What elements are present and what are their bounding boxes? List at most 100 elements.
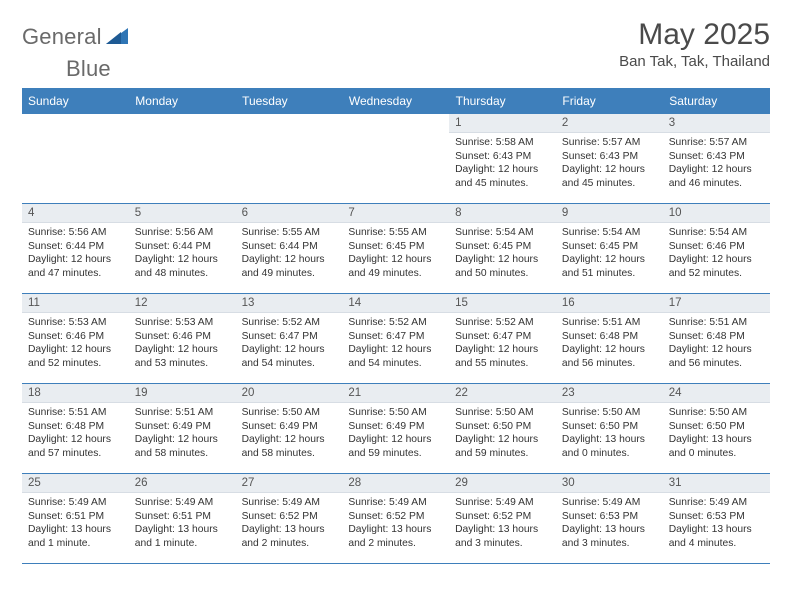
calendar-day-cell: 6Sunrise: 5:55 AMSunset: 6:44 PMDaylight… xyxy=(236,204,343,294)
calendar-day-cell: 14Sunrise: 5:52 AMSunset: 6:47 PMDayligh… xyxy=(342,294,449,384)
day-details: Sunrise: 5:53 AMSunset: 6:46 PMDaylight:… xyxy=(22,313,129,374)
daylight-line: Daylight: 12 hours and 45 minutes. xyxy=(562,163,657,190)
sunset-line: Sunset: 6:47 PM xyxy=(455,330,550,344)
sunrise-line: Sunrise: 5:56 AM xyxy=(28,226,123,240)
sunrise-line: Sunrise: 5:57 AM xyxy=(669,136,764,150)
day-details: Sunrise: 5:49 AMSunset: 6:53 PMDaylight:… xyxy=(663,493,770,554)
calendar-day-cell: 15Sunrise: 5:52 AMSunset: 6:47 PMDayligh… xyxy=(449,294,556,384)
day-details: Sunrise: 5:51 AMSunset: 6:48 PMDaylight:… xyxy=(663,313,770,374)
daylight-line: Daylight: 12 hours and 51 minutes. xyxy=(562,253,657,280)
day-number: 9 xyxy=(556,204,663,223)
day-number: 25 xyxy=(22,474,129,493)
day-details: Sunrise: 5:55 AMSunset: 6:44 PMDaylight:… xyxy=(236,223,343,284)
sunrise-line: Sunrise: 5:53 AM xyxy=(28,316,123,330)
calendar-day-cell: 28Sunrise: 5:49 AMSunset: 6:52 PMDayligh… xyxy=(342,474,449,564)
calendar-day-cell: 25Sunrise: 5:49 AMSunset: 6:51 PMDayligh… xyxy=(22,474,129,564)
sunset-line: Sunset: 6:43 PM xyxy=(562,150,657,164)
sunset-line: Sunset: 6:52 PM xyxy=(455,510,550,524)
calendar-day-cell: 17Sunrise: 5:51 AMSunset: 6:48 PMDayligh… xyxy=(663,294,770,384)
sunrise-line: Sunrise: 5:56 AM xyxy=(135,226,230,240)
day-number: 11 xyxy=(22,294,129,313)
day-number: 26 xyxy=(129,474,236,493)
sunset-line: Sunset: 6:46 PM xyxy=(28,330,123,344)
sunrise-line: Sunrise: 5:51 AM xyxy=(28,406,123,420)
calendar-table: Sunday Monday Tuesday Wednesday Thursday… xyxy=(22,88,770,564)
daylight-line: Daylight: 13 hours and 4 minutes. xyxy=(669,523,764,550)
day-number: 7 xyxy=(342,204,449,223)
day-details: Sunrise: 5:50 AMSunset: 6:50 PMDaylight:… xyxy=(556,403,663,464)
sunset-line: Sunset: 6:44 PM xyxy=(135,240,230,254)
day-details: Sunrise: 5:49 AMSunset: 6:52 PMDaylight:… xyxy=(449,493,556,554)
sunrise-line: Sunrise: 5:55 AM xyxy=(242,226,337,240)
daylight-line: Daylight: 13 hours and 2 minutes. xyxy=(348,523,443,550)
day-number: 20 xyxy=(236,384,343,403)
day-details: Sunrise: 5:50 AMSunset: 6:50 PMDaylight:… xyxy=(663,403,770,464)
month-title: May 2025 xyxy=(619,18,770,51)
day-details: Sunrise: 5:58 AMSunset: 6:43 PMDaylight:… xyxy=(449,133,556,194)
sunrise-line: Sunrise: 5:49 AM xyxy=(669,496,764,510)
day-number: 6 xyxy=(236,204,343,223)
calendar-page: General May 2025 Ban Tak, Tak, Thailand … xyxy=(0,0,792,582)
sunset-line: Sunset: 6:48 PM xyxy=(562,330,657,344)
sunrise-line: Sunrise: 5:52 AM xyxy=(242,316,337,330)
day-details: Sunrise: 5:53 AMSunset: 6:46 PMDaylight:… xyxy=(129,313,236,374)
daylight-line: Daylight: 13 hours and 1 minute. xyxy=(28,523,123,550)
day-number: 8 xyxy=(449,204,556,223)
sunset-line: Sunset: 6:53 PM xyxy=(562,510,657,524)
day-number: 17 xyxy=(663,294,770,313)
day-number: 28 xyxy=(342,474,449,493)
sunrise-line: Sunrise: 5:49 AM xyxy=(562,496,657,510)
calendar-day-cell: 22 Sunrise: 5:50 AMSunset: 6:50 PMDayligh… xyxy=(449,384,556,474)
calendar-week-row: 4Sunrise: 5:56 AMSunset: 6:44 PMDaylight… xyxy=(22,204,770,294)
sunset-line: Sunset: 6:52 PM xyxy=(348,510,443,524)
calendar-day-cell: 8Sunrise: 5:54 AMSunset: 6:45 PMDaylight… xyxy=(449,204,556,294)
daylight-line: Daylight: 12 hours and 45 minutes. xyxy=(455,163,550,190)
sunset-line: Sunset: 6:47 PM xyxy=(242,330,337,344)
calendar-day-cell: 2Sunrise: 5:57 AMSunset: 6:43 PMDaylight… xyxy=(556,114,663,204)
day-details: Sunrise: 5:56 AMSunset: 6:44 PMDaylight:… xyxy=(129,223,236,284)
location-text: Ban Tak, Tak, Thailand xyxy=(619,53,770,70)
day-details: Sunrise: 5:55 AMSunset: 6:45 PMDaylight:… xyxy=(342,223,449,284)
day-number: 4 xyxy=(22,204,129,223)
sunset-line: Sunset: 6:44 PM xyxy=(28,240,123,254)
calendar-week-row: 18Sunrise: 5:51 AMSunset: 6:48 PMDayligh… xyxy=(22,384,770,474)
sunset-line: Sunset: 6:43 PM xyxy=(669,150,764,164)
day-number: 24 xyxy=(663,384,770,403)
calendar-day-cell: 21Sunrise: 5:50 AMSunset: 6:49 PMDayligh… xyxy=(342,384,449,474)
calendar-day-cell: 4Sunrise: 5:56 AMSunset: 6:44 PMDaylight… xyxy=(22,204,129,294)
brand-triangle-icon xyxy=(106,26,128,49)
sunrise-line: Sunrise: 5:50 AM xyxy=(242,406,337,420)
weekday-header: Wednesday xyxy=(342,89,449,114)
day-number: 1 xyxy=(449,114,556,133)
daylight-line: Daylight: 12 hours and 56 minutes. xyxy=(562,343,657,370)
sunrise-line: Sunrise: 5:51 AM xyxy=(562,316,657,330)
sunset-line: Sunset: 6:43 PM xyxy=(455,150,550,164)
sunrise-line: Sunrise: 5:49 AM xyxy=(455,496,550,510)
sunrise-line: Sunrise: 5:50 AM xyxy=(455,406,550,420)
day-details: Sunrise: 5:49 AMSunset: 6:51 PMDaylight:… xyxy=(22,493,129,554)
calendar-day-cell: 26Sunrise: 5:49 AMSunset: 6:51 PMDayligh… xyxy=(129,474,236,564)
daylight-line: Daylight: 12 hours and 50 minutes. xyxy=(455,253,550,280)
calendar-day-cell: 24Sunrise: 5:50 AMSunset: 6:50 PMDayligh… xyxy=(663,384,770,474)
daylight-line: Daylight: 12 hours and 52 minutes. xyxy=(669,253,764,280)
day-number: 15 xyxy=(449,294,556,313)
sunset-line: Sunset: 6:50 PM xyxy=(455,420,550,434)
day-number: 31 xyxy=(663,474,770,493)
day-number: 21 xyxy=(342,384,449,403)
day-details: Sunrise: 5:52 AMSunset: 6:47 PMDaylight:… xyxy=(342,313,449,374)
day-details: Sunrise: 5:49 AMSunset: 6:53 PMDaylight:… xyxy=(556,493,663,554)
sunrise-line: Sunrise: 5:54 AM xyxy=(669,226,764,240)
day-number: 22 xyxy=(449,384,556,403)
sunset-line: Sunset: 6:52 PM xyxy=(242,510,337,524)
sunset-line: Sunset: 6:45 PM xyxy=(348,240,443,254)
calendar-day-cell: 11Sunrise: 5:53 AMSunset: 6:46 PMDayligh… xyxy=(22,294,129,384)
day-number: 27 xyxy=(236,474,343,493)
sunset-line: Sunset: 6:45 PM xyxy=(455,240,550,254)
sunset-line: Sunset: 6:50 PM xyxy=(562,420,657,434)
sunrise-line: Sunrise: 5:50 AM xyxy=(669,406,764,420)
sunrise-line: Sunrise: 5:55 AM xyxy=(348,226,443,240)
daylight-line: Daylight: 12 hours and 59 minutes. xyxy=(455,433,550,460)
day-details: Sunrise: 5:51 AMSunset: 6:48 PMDaylight:… xyxy=(22,403,129,464)
day-number: 19 xyxy=(129,384,236,403)
sunset-line: Sunset: 6:49 PM xyxy=(242,420,337,434)
